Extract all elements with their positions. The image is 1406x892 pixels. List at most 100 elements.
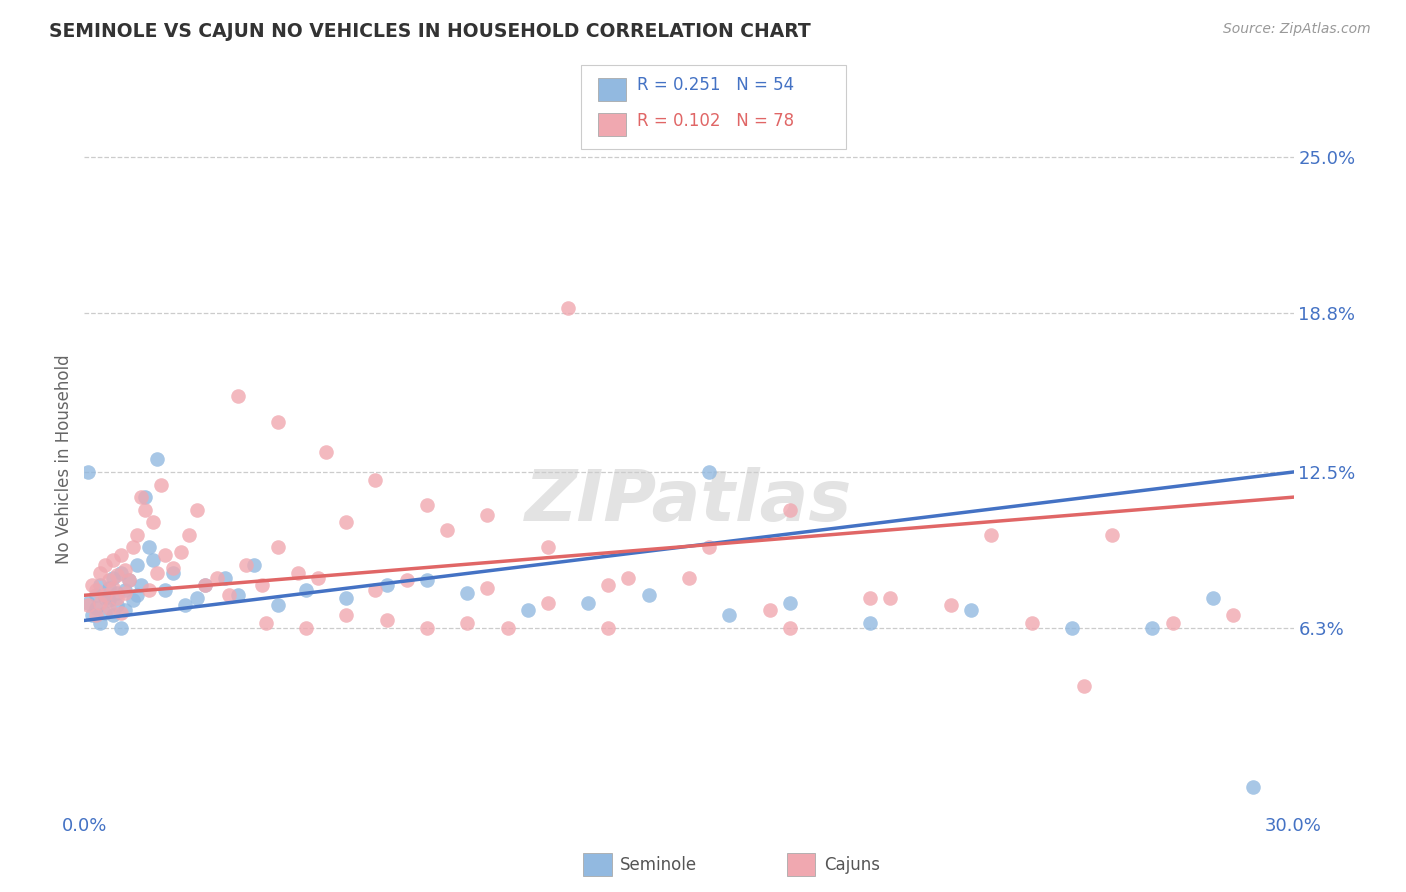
Point — [697, 541, 720, 555]
Point — [89, 578, 111, 592]
Point — [114, 563, 136, 577]
Text: R = 0.102   N = 78: R = 0.102 N = 78 — [637, 112, 794, 129]
Point — [436, 523, 458, 537]
Point — [110, 621, 132, 635]
Point — [335, 591, 357, 605]
Point — [82, 578, 104, 592]
Point — [307, 571, 329, 585]
Point — [1101, 528, 1123, 542]
Point — [142, 553, 165, 567]
Point — [375, 578, 398, 592]
Point — [557, 301, 579, 316]
Point — [105, 599, 128, 613]
Point — [1060, 621, 1083, 635]
Point — [980, 528, 1002, 542]
Point — [779, 502, 801, 516]
Point — [859, 615, 882, 630]
Point — [86, 583, 108, 598]
Point — [101, 608, 124, 623]
Point — [129, 578, 152, 592]
Point — [77, 599, 100, 613]
Point — [576, 596, 599, 610]
Point — [226, 389, 249, 403]
Point — [114, 583, 136, 598]
Point — [718, 608, 741, 623]
Point — [207, 571, 229, 585]
Point — [315, 445, 337, 459]
Point — [105, 568, 128, 582]
Point — [375, 614, 398, 628]
Point — [477, 581, 499, 595]
Point — [179, 528, 201, 542]
Point — [153, 548, 176, 562]
Point — [121, 593, 143, 607]
Point — [295, 621, 318, 635]
Point — [77, 596, 100, 610]
Point — [1222, 608, 1244, 623]
Point — [86, 608, 108, 623]
Text: SEMINOLE VS CAJUN NO VEHICLES IN HOUSEHOLD CORRELATION CHART: SEMINOLE VS CAJUN NO VEHICLES IN HOUSEHO… — [49, 22, 811, 41]
Point — [496, 621, 519, 635]
Point — [121, 541, 143, 555]
Point — [101, 581, 124, 595]
Point — [637, 588, 659, 602]
Point — [118, 573, 141, 587]
Point — [456, 586, 478, 600]
Point — [97, 600, 120, 615]
Point — [134, 490, 156, 504]
Point — [267, 599, 290, 613]
Point — [879, 591, 901, 605]
Point — [1202, 591, 1225, 605]
Point — [105, 591, 128, 605]
Point — [1161, 615, 1184, 630]
Point — [335, 516, 357, 530]
Text: R = 0.251   N = 54: R = 0.251 N = 54 — [637, 76, 794, 94]
Point — [101, 571, 124, 585]
Point — [114, 586, 136, 600]
Point — [125, 588, 148, 602]
Point — [363, 583, 385, 598]
Point — [77, 465, 100, 479]
Point — [1142, 621, 1164, 635]
Point — [758, 603, 780, 617]
Point — [134, 502, 156, 516]
Point — [174, 599, 197, 613]
Point — [537, 596, 560, 610]
Point — [82, 608, 104, 623]
Point — [516, 603, 538, 617]
Text: ZIPatlas: ZIPatlas — [526, 467, 852, 536]
Point — [97, 581, 120, 595]
Text: Cajuns: Cajuns — [824, 856, 880, 874]
Point — [779, 621, 801, 635]
Point — [162, 566, 184, 580]
Text: Seminole: Seminole — [620, 856, 697, 874]
Point — [101, 553, 124, 567]
Y-axis label: No Vehicles in Household: No Vehicles in Household — [55, 354, 73, 565]
Point — [125, 558, 148, 573]
Point — [697, 465, 720, 479]
Point — [110, 566, 132, 580]
Point — [129, 490, 152, 504]
Point — [267, 415, 290, 429]
Point — [1021, 615, 1043, 630]
Point — [1073, 679, 1095, 693]
Point — [250, 578, 273, 592]
Point — [194, 578, 217, 592]
Point — [242, 558, 264, 573]
Point — [93, 558, 115, 573]
Point — [93, 606, 115, 620]
Point — [110, 548, 132, 562]
Point — [295, 583, 318, 598]
Point — [97, 573, 120, 587]
Point — [960, 603, 983, 617]
Point — [149, 477, 172, 491]
Point — [86, 600, 108, 615]
Point — [678, 571, 700, 585]
Point — [416, 621, 439, 635]
Point — [779, 596, 801, 610]
Point — [105, 586, 128, 600]
Point — [170, 545, 193, 559]
Point — [146, 566, 169, 580]
Point — [416, 573, 439, 587]
Point — [153, 583, 176, 598]
